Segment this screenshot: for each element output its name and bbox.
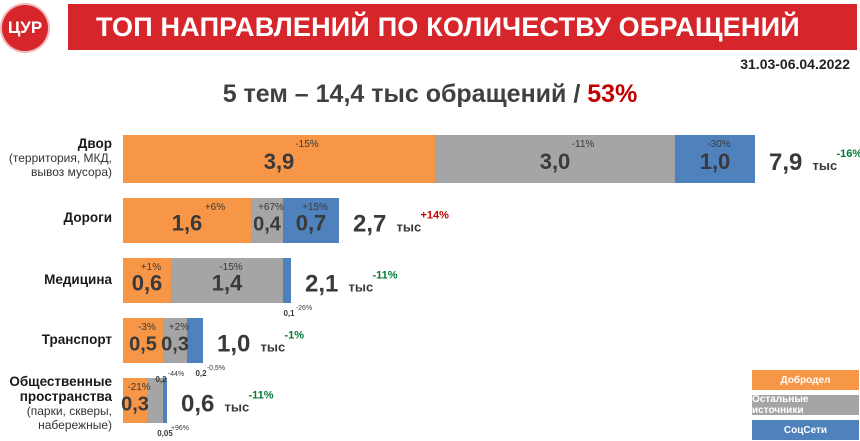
value-label-obshchestvennye-other: 0,2 <box>155 375 167 384</box>
category-sub-line: вывоз мусора) <box>30 165 112 179</box>
total-change-dvor: -16% <box>837 148 860 160</box>
value-label-dorogi-socnet: 0,7 <box>296 211 327 236</box>
legend-label: Добродел <box>780 374 831 386</box>
value-label-transport-other: 0,3 <box>161 334 189 356</box>
total-unit-dvor: тыс <box>813 158 838 173</box>
total-label-dorogi: 2,7 <box>353 211 386 238</box>
title-banner: ТОП НАПРАВЛЕНИЙ ПО КОЛИЧЕСТВУ ОБРАЩЕНИЙ <box>68 4 857 50</box>
total-change-transport: -1% <box>285 330 305 342</box>
category-label-medicina: Медицина <box>0 272 112 287</box>
total-unit-medicina: тыс <box>349 280 374 295</box>
date-range: 31.03-06.04.2022 <box>740 56 850 72</box>
category-sub-line: набережные) <box>38 418 112 432</box>
bar-transport-other <box>163 318 187 363</box>
bar-dvor-dobrodel <box>123 135 435 183</box>
value-label-medicina-socnet: 0,1 <box>283 309 295 318</box>
category-label-dvor: Двор (территория, МКД, вывоз мусора) <box>0 136 112 179</box>
category-sub-line: (территория, МКД, <box>8 151 112 165</box>
value-label-transport-dobrodel: 0,5 <box>129 334 157 356</box>
bar-dvor-other <box>435 135 675 183</box>
total-label-dvor: 7,9 <box>769 149 802 176</box>
change-label-medicina-dobrodel: +1% <box>141 262 161 273</box>
category-name: Двор <box>77 136 112 151</box>
change-label-dorogi-other: +67% <box>258 202 284 213</box>
bar-transport-dobrodel <box>123 318 163 363</box>
bar-medicina-socnet <box>283 258 291 303</box>
change-label-obshchestvennye-other: -44% <box>168 371 184 378</box>
chart-subtitle: 5 тем – 14,4 тыс обращений / 53% <box>0 80 860 109</box>
total-unit-obshchestvennye: тыс <box>225 400 250 415</box>
total-label-medicina: 2,1 <box>305 271 338 298</box>
category-name-line: Общественные <box>9 374 112 389</box>
total-label-obshchestvennye: 0,6 <box>181 391 214 418</box>
change-label-medicina-socnet: -26% <box>296 305 312 312</box>
total-change-obshchestvennye: -11% <box>249 390 274 402</box>
logo: ЦУР <box>2 5 48 51</box>
bar-dvor-socnet <box>675 135 755 183</box>
category-sub-line: (парки, скверы, <box>26 404 112 418</box>
bar-dorogi-socnet <box>283 198 339 243</box>
bar-obshchestvennye-socnet <box>163 378 167 423</box>
change-label-dvor-other: -11% <box>572 139 595 150</box>
value-label-medicina-other: 1,4 <box>212 271 243 296</box>
category-name-line: пространства <box>19 389 112 404</box>
change-label-transport-other: +2% <box>169 322 189 333</box>
change-label-transport-socnet: -0,5% <box>207 365 225 372</box>
change-label-transport-dobrodel: -3% <box>138 322 156 333</box>
bar-obshchestvennye-dobrodel <box>123 378 147 423</box>
subtitle-text: 5 тем – 14,4 тыс обращений / <box>222 80 588 108</box>
value-label-obshchestvennye-socnet: 0,05 <box>157 429 173 438</box>
bar-medicina-dobrodel <box>123 258 171 303</box>
change-label-obshchestvennye-dobrodel: -21% <box>127 382 150 393</box>
bar-medicina-other <box>171 258 283 303</box>
category-name: Транспорт <box>41 332 112 347</box>
bar-dorogi-other <box>251 198 283 243</box>
page-title: ТОП НАПРАВЛЕНИЙ ПО КОЛИЧЕСТВУ ОБРАЩЕНИЙ <box>96 11 800 42</box>
total-change-dorogi: +14% <box>421 210 450 222</box>
total-unit-transport: тыс <box>261 340 286 355</box>
value-label-dorogi-other: 0,4 <box>253 214 282 236</box>
category-name: Дороги <box>63 210 112 225</box>
category-label-transport: Транспорт <box>0 332 112 347</box>
change-label-dorogi-dobrodel: +6% <box>205 202 225 213</box>
legend-socnet: СоцСети <box>752 420 859 440</box>
value-label-dvor-socnet: 1,0 <box>700 149 731 174</box>
value-label-dorogi-dobrodel: 1,6 <box>172 211 203 236</box>
value-label-obshchestvennye-dobrodel: 0,3 <box>121 394 149 416</box>
total-change-medicina: -11% <box>373 270 398 282</box>
value-label-dvor-dobrodel: 3,9 <box>264 149 295 174</box>
legend-other: Остальные источники <box>752 394 859 416</box>
category-label-dorogi: Дороги <box>0 210 112 225</box>
change-label-dorogi-socnet: +15% <box>302 202 328 213</box>
bar-transport-socnet <box>187 318 203 363</box>
bar-dorogi-dobrodel <box>123 198 251 243</box>
change-label-obshchestvennye-socnet: +96% <box>171 425 189 432</box>
total-unit-dorogi: тыс <box>397 220 422 235</box>
legend-label: СоцСети <box>783 424 828 436</box>
total-label-transport: 1,0 <box>217 331 250 358</box>
value-label-medicina-dobrodel: 0,6 <box>132 271 163 296</box>
change-label-dvor-dobrodel: -15% <box>295 139 318 150</box>
subtitle-share: 53% <box>587 80 638 108</box>
legend-label: Остальные источники <box>752 394 809 416</box>
category-label-obshchestvennye: Общественные пространства (парки, скверы… <box>0 374 112 432</box>
change-label-dvor-socnet: -30% <box>707 139 730 150</box>
bar-obshchestvennye-other <box>147 378 163 423</box>
category-name: Медицина <box>44 272 112 287</box>
legend-dobrodel: Добродел <box>752 370 859 390</box>
change-label-medicina-other: -15% <box>219 262 242 273</box>
value-label-transport-socnet: 0,2 <box>195 369 207 378</box>
logo-text: ЦУР <box>7 18 43 37</box>
value-label-dvor-other: 3,0 <box>540 149 571 174</box>
